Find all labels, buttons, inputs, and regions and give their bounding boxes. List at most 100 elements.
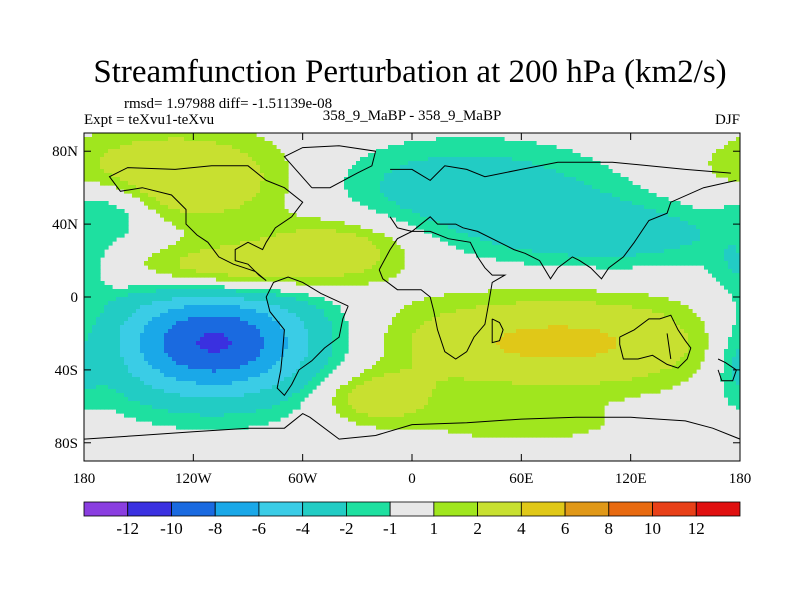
field-cell [676, 229, 681, 234]
field-cell [556, 173, 561, 178]
field-cell [548, 193, 553, 198]
field-cell [92, 281, 97, 286]
field-cell [200, 145, 205, 150]
field-cell [528, 185, 533, 190]
field-cell [176, 177, 181, 182]
field-cell [336, 309, 341, 314]
field-cell [324, 301, 329, 306]
field-cell [568, 153, 573, 158]
field-cell [268, 185, 273, 190]
field-cell [244, 253, 249, 258]
field-cell [248, 289, 253, 294]
field-cell [520, 149, 525, 154]
field-cell [92, 149, 97, 154]
field-cell [220, 277, 225, 282]
field-cell [284, 305, 289, 310]
field-cell [112, 137, 117, 142]
field-cell [144, 157, 149, 162]
field-cell [424, 213, 429, 218]
field-cell [592, 309, 597, 314]
field-cell [264, 201, 269, 206]
field-cell [144, 177, 149, 182]
field-cell [96, 297, 101, 302]
field-cell [472, 225, 477, 230]
field-cell [256, 217, 261, 222]
field-cell [712, 161, 717, 166]
field-cell [584, 209, 589, 214]
field-cell [384, 209, 389, 214]
field-cell [208, 217, 213, 222]
field-cell [476, 185, 481, 190]
field-cell [240, 269, 245, 274]
field-cell [256, 173, 261, 178]
field-cell [216, 173, 221, 178]
field-cell [384, 249, 389, 254]
field-cell [448, 301, 453, 306]
field-cell [560, 197, 565, 202]
field-cell [292, 213, 297, 218]
field-cell [184, 165, 189, 170]
field-cell [104, 289, 109, 294]
field-cell [468, 177, 473, 182]
field-cell [512, 173, 517, 178]
field-cell [472, 217, 477, 222]
field-cell [384, 157, 389, 162]
field-cell [104, 213, 109, 218]
field-cell [120, 289, 125, 294]
field-cell [92, 165, 97, 170]
field-cell [656, 309, 661, 314]
field-cell [324, 257, 329, 262]
field-cell [440, 297, 445, 302]
field-cell [336, 277, 341, 282]
field-cell [348, 261, 353, 266]
field-cell [400, 193, 405, 198]
field-cell [632, 297, 637, 302]
field-cell [456, 149, 461, 154]
field-cell [632, 249, 637, 254]
field-cell [424, 201, 429, 206]
field-cell [716, 233, 721, 238]
field-cell [116, 181, 121, 186]
field-cell [612, 257, 617, 262]
field-cell [612, 225, 617, 230]
field-cell [604, 229, 609, 234]
field-cell [576, 205, 581, 210]
field-cell [292, 293, 297, 298]
field-cell [196, 201, 201, 206]
field-cell [268, 257, 273, 262]
field-cell [604, 205, 609, 210]
chart-title: Streamfunction Perturbation at 200 hPa (… [93, 54, 726, 90]
field-cell [524, 217, 529, 222]
field-cell [496, 185, 501, 190]
field-cell [204, 193, 209, 198]
field-cell [364, 245, 369, 250]
field-cell [168, 161, 173, 166]
field-cell [416, 201, 421, 206]
field-cell [352, 257, 357, 262]
field-cell [184, 301, 189, 306]
field-cell [452, 201, 457, 206]
field-cell [724, 225, 729, 230]
field-cell [88, 161, 93, 166]
field-cell [460, 141, 465, 146]
field-cell [240, 237, 245, 242]
field-cell [200, 153, 205, 158]
field-cell [256, 301, 261, 306]
field-cell [316, 281, 321, 286]
field-cell [204, 229, 209, 234]
field-cell [608, 173, 613, 178]
field-cell [204, 305, 209, 310]
field-cell [152, 173, 157, 178]
field-cell [604, 237, 609, 242]
field-cell [292, 309, 297, 314]
field-cell [212, 257, 217, 262]
field-cell [140, 181, 145, 186]
field-cell [100, 293, 105, 298]
field-cell [496, 233, 501, 238]
field-cell [452, 169, 457, 174]
field-cell [680, 233, 685, 238]
field-cell [580, 205, 585, 210]
field-cell [240, 225, 245, 230]
field-cell [524, 253, 529, 258]
field-cell [488, 193, 493, 198]
